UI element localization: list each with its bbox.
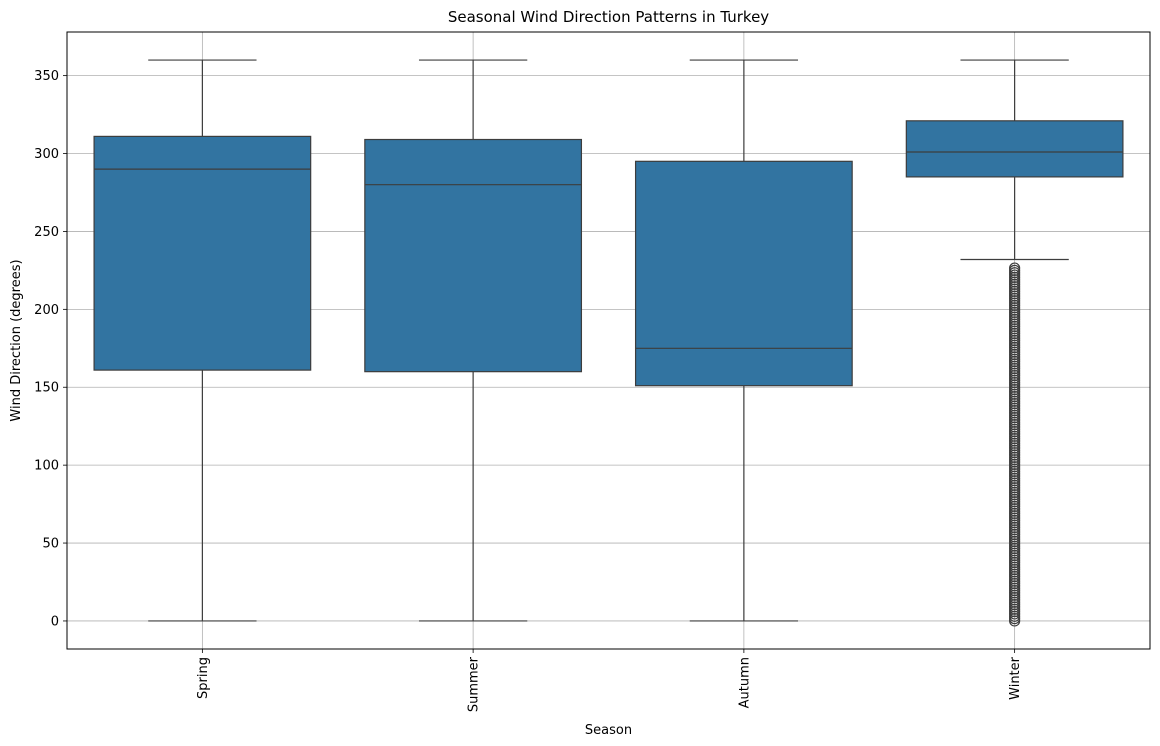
y-tick-label: 200 (34, 303, 59, 318)
x-tick-label: Winter (1008, 656, 1023, 700)
box-summer (364, 59, 583, 622)
x-tick-label: Autumn (737, 657, 752, 708)
box-iqr (634, 160, 853, 387)
outlier-point (1009, 262, 1021, 274)
box-spring (93, 59, 312, 622)
x-tick-label: Spring (196, 657, 211, 699)
box-winter (905, 59, 1124, 627)
y-axis-label: Wind Direction (degrees) (9, 259, 24, 421)
y-tick-label: 50 (42, 537, 59, 552)
x-axis-ticks: Spring Summer Autumn Winter (196, 649, 1023, 712)
box-iqr (93, 135, 312, 371)
boxes (93, 59, 1124, 627)
x-axis-label: Season (585, 723, 632, 738)
box-autumn (634, 59, 853, 622)
y-tick-label: 250 (34, 225, 59, 240)
y-tick-label: 100 (34, 459, 59, 474)
y-tick-label: 0 (51, 614, 59, 629)
y-tick-label: 150 (34, 381, 59, 396)
box-iqr (905, 120, 1124, 178)
y-tick-label: 350 (34, 69, 59, 84)
chart-title: Seasonal Wind Direction Patterns in Turk… (448, 8, 769, 26)
y-tick-label: 300 (34, 147, 59, 162)
box-iqr (364, 138, 583, 373)
y-axis-ticks: 0 50 100 150 200 250 300 350 (34, 69, 67, 629)
x-tick-label: Summer (467, 656, 482, 712)
plot-frame (66, 31, 1151, 650)
